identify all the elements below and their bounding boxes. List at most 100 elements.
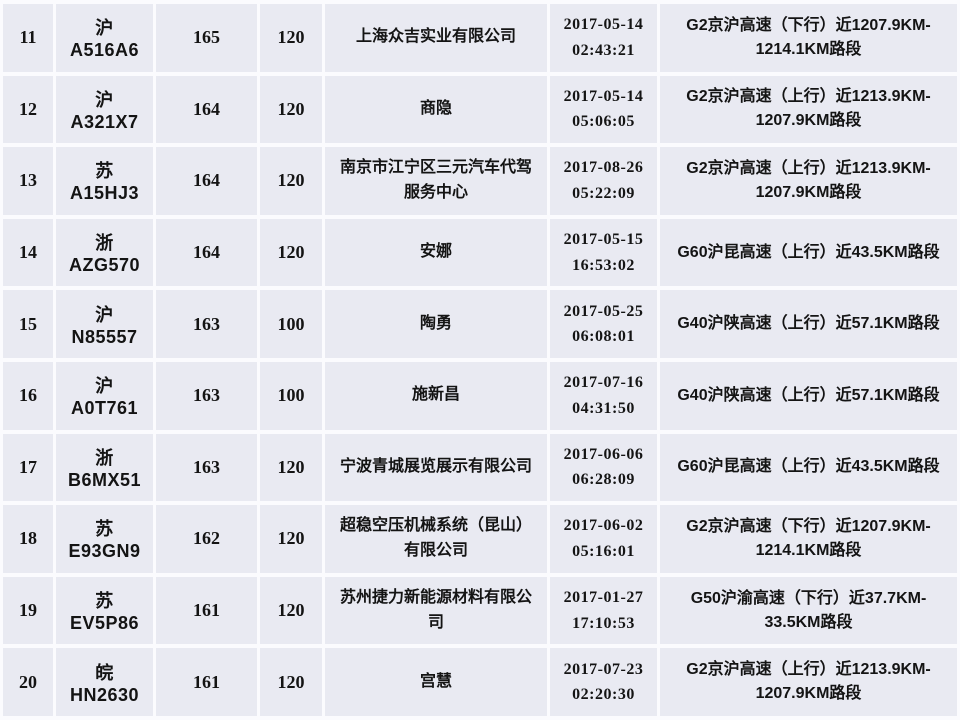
cell-speed-limit: 100 [260,361,322,430]
violation-time: 02:20:30 [572,686,635,704]
table-body: 11 沪A516A6 165 120 上海众吉实业有限公司 2017-05-14 02:43… [3,4,957,716]
cell-row-number: 20 [3,648,53,716]
cell-road-segment: G50沪渝高速（下行）近37.7KM-33.5KM路段 [660,576,957,645]
cell-owner-name: 商隐 [325,75,547,144]
violation-date: 2017-05-25 [563,302,644,320]
cell-speed: 161 [156,648,257,716]
cell-road-segment: G2京沪高速（上行）近1213.9KM-1207.9KM路段 [660,75,957,144]
table-row: 18 苏E93GN9 162 120 超稳空压机械系统（昆山）有限公司 2017-06-0… [3,505,957,573]
cell-speed: 164 [156,75,257,144]
cell-owner-name: 安娜 [325,218,547,287]
cell-row-number: 13 [3,147,53,215]
cell-row-number: 19 [3,576,53,645]
cell-license-plate: 沪A516A6 [56,4,153,72]
cell-speed-limit: 120 [260,433,322,502]
cell-owner-name: 宫慧 [325,648,547,716]
cell-datetime: 2017-05-14 05:06:05 [550,75,657,144]
cell-speed: 163 [156,290,257,358]
violation-time: 04:31:50 [572,399,635,417]
violation-date: 2017-05-15 [563,230,644,248]
cell-datetime: 2017-07-16 04:31:50 [550,361,657,430]
table-row: 14 浙AZG570 164 120 安娜 2017-05-15 16:53:02 G60沪昆… [3,218,957,287]
table-row: 16 沪A0T761 163 100 施新昌 2017-07-16 04:31:50 G40沪… [3,361,957,430]
cell-owner-name: 苏州捷力新能源材料有限公司 [325,576,547,645]
cell-speed-limit: 120 [260,75,322,144]
cell-datetime: 2017-08-26 05:22:09 [550,147,657,215]
cell-row-number: 14 [3,218,53,287]
violation-time: 06:08:01 [572,328,635,346]
cell-license-plate: 浙AZG570 [56,218,153,287]
cell-road-segment: G40沪陕高速（上行）近57.1KM路段 [660,361,957,430]
violation-time: 16:53:02 [572,256,635,274]
cell-speed: 162 [156,505,257,573]
cell-speed: 161 [156,576,257,645]
violation-date: 2017-07-23 [563,660,644,678]
cell-license-plate: 苏E93GN9 [56,505,153,573]
violation-date: 2017-06-06 [563,445,644,463]
cell-row-number: 11 [3,4,53,72]
cell-datetime: 2017-01-27 17:10:53 [550,576,657,645]
cell-speed: 164 [156,218,257,287]
cell-datetime: 2017-05-25 06:08:01 [550,290,657,358]
cell-license-plate: 沪N85557 [56,290,153,358]
cell-speed-limit: 120 [260,648,322,716]
cell-speed-limit: 120 [260,4,322,72]
cell-row-number: 18 [3,505,53,573]
cell-road-segment: G2京沪高速（下行）近1207.9KM-1214.1KM路段 [660,505,957,573]
cell-road-segment: G2京沪高速（上行）近1213.9KM-1207.9KM路段 [660,147,957,215]
table-row: 19 苏EV5P86 161 120 苏州捷力新能源材料有限公司 2017-01-27 17… [3,576,957,645]
cell-datetime: 2017-07-23 02:20:30 [550,648,657,716]
cell-license-plate: 沪A321X7 [56,75,153,144]
violation-date: 2017-05-14 [563,16,644,34]
violation-date: 2017-01-27 [563,588,644,606]
cell-datetime: 2017-05-14 02:43:21 [550,4,657,72]
cell-speed-limit: 120 [260,576,322,645]
cell-license-plate: 浙B6MX51 [56,433,153,502]
cell-license-plate: 皖HN2630 [56,648,153,716]
cell-speed-limit: 120 [260,147,322,215]
cell-datetime: 2017-05-15 16:53:02 [550,218,657,287]
violation-time: 05:22:09 [572,184,635,202]
cell-license-plate: 苏EV5P86 [56,576,153,645]
cell-speed: 163 [156,361,257,430]
table-row: 17 浙B6MX51 163 120 宁波青城展览展示有限公司 2017-06-06 06:… [3,433,957,502]
cell-owner-name: 施新昌 [325,361,547,430]
violation-time: 05:16:01 [572,542,635,560]
cell-license-plate: 沪A0T761 [56,361,153,430]
table-row: 15 沪N85557 163 100 陶勇 2017-05-25 06:08:01 G40沪陕… [3,290,957,358]
cell-speed: 165 [156,4,257,72]
table-row: 12 沪A321X7 164 120 商隐 2017-05-14 05:06:05 G2京沪高… [3,75,957,144]
violation-date: 2017-05-14 [563,87,644,105]
cell-road-segment: G60沪昆高速（上行）近43.5KM路段 [660,218,957,287]
violation-time: 05:06:05 [572,113,635,131]
cell-row-number: 12 [3,75,53,144]
cell-road-segment: G40沪陕高速（上行）近57.1KM路段 [660,290,957,358]
cell-row-number: 15 [3,290,53,358]
cell-road-segment: G2京沪高速（上行）近1213.9KM-1207.9KM路段 [660,648,957,716]
violation-date: 2017-07-16 [563,374,644,392]
cell-owner-name: 陶勇 [325,290,547,358]
violation-date: 2017-08-26 [563,159,644,177]
violation-time: 06:28:09 [572,471,635,489]
cell-owner-name: 宁波青城展览展示有限公司 [325,433,547,502]
cell-speed: 164 [156,147,257,215]
cell-datetime: 2017-06-06 06:28:09 [550,433,657,502]
violation-date: 2017-06-02 [563,517,644,535]
cell-owner-name: 南京市江宁区三元汽车代驾服务中心 [325,147,547,215]
violation-time: 17:10:53 [572,614,635,632]
cell-datetime: 2017-06-02 05:16:01 [550,505,657,573]
cell-row-number: 16 [3,361,53,430]
cell-row-number: 17 [3,433,53,502]
cell-speed-limit: 120 [260,505,322,573]
table-row: 20 皖HN2630 161 120 宫慧 2017-07-23 02:20:30 G2京沪高… [3,648,957,716]
cell-road-segment: G2京沪高速（下行）近1207.9KM-1214.1KM路段 [660,4,957,72]
cell-speed-limit: 100 [260,290,322,358]
cell-owner-name: 上海众吉实业有限公司 [325,4,547,72]
cell-speed: 163 [156,433,257,502]
table-row: 13 苏A15HJ3 164 120 南京市江宁区三元汽车代驾服务中心 2017-08-2… [3,147,957,215]
cell-speed-limit: 120 [260,218,322,287]
cell-road-segment: G60沪昆高速（上行）近43.5KM路段 [660,433,957,502]
cell-license-plate: 苏A15HJ3 [56,147,153,215]
